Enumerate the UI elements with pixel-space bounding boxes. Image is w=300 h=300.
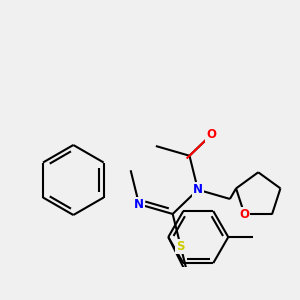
Text: N: N bbox=[134, 198, 144, 211]
Text: S: S bbox=[176, 240, 185, 253]
Text: N: N bbox=[193, 183, 203, 196]
Text: O: O bbox=[206, 128, 216, 141]
Text: O: O bbox=[239, 208, 250, 221]
